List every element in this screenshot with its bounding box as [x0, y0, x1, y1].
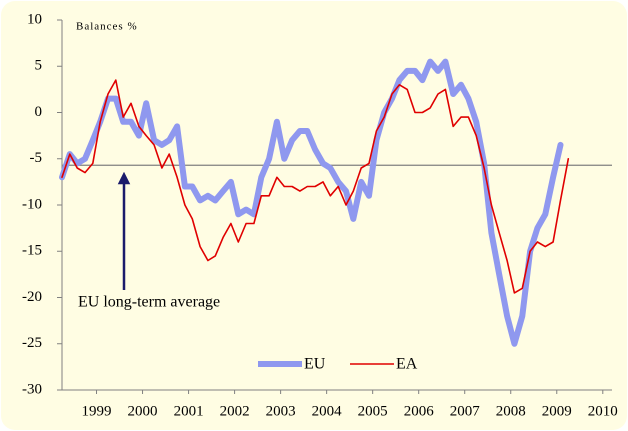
- x-tick-label: 2010: [588, 403, 618, 419]
- x-tick-label: 2000: [128, 403, 158, 419]
- x-tick-label: 1999: [82, 403, 112, 419]
- y-tick-label: -10: [22, 196, 42, 212]
- y-tick-label: -25: [22, 335, 42, 351]
- legend-label: EU: [304, 356, 326, 373]
- y-tick-label: -20: [22, 289, 42, 305]
- x-tick-label: 2003: [266, 403, 296, 419]
- y-tick-label: -15: [22, 243, 42, 259]
- x-tick-label: 2006: [404, 403, 435, 419]
- y-tick-label: 5: [35, 58, 43, 74]
- y-tick-label: 10: [27, 11, 42, 27]
- x-tick-label: 2001: [174, 403, 204, 419]
- x-tick-label: 2002: [220, 403, 250, 419]
- legend-label: EA: [396, 356, 418, 373]
- series-line: [59, 58, 564, 347]
- annotation: EU long-term average: [78, 294, 220, 311]
- series-line: [61, 79, 570, 294]
- x-tick-label: 2005: [358, 403, 388, 419]
- y-tick-label: -5: [30, 150, 43, 166]
- y-tick-label: 0: [35, 104, 43, 120]
- y-axis-label: Balances %: [76, 21, 138, 33]
- x-tick-label: 2007: [450, 403, 481, 419]
- y-tick-label: -30: [22, 381, 42, 397]
- x-tick-label: 2008: [496, 403, 526, 419]
- x-tick-label: 2009: [542, 403, 572, 419]
- x-tick-label: 2004: [312, 403, 343, 419]
